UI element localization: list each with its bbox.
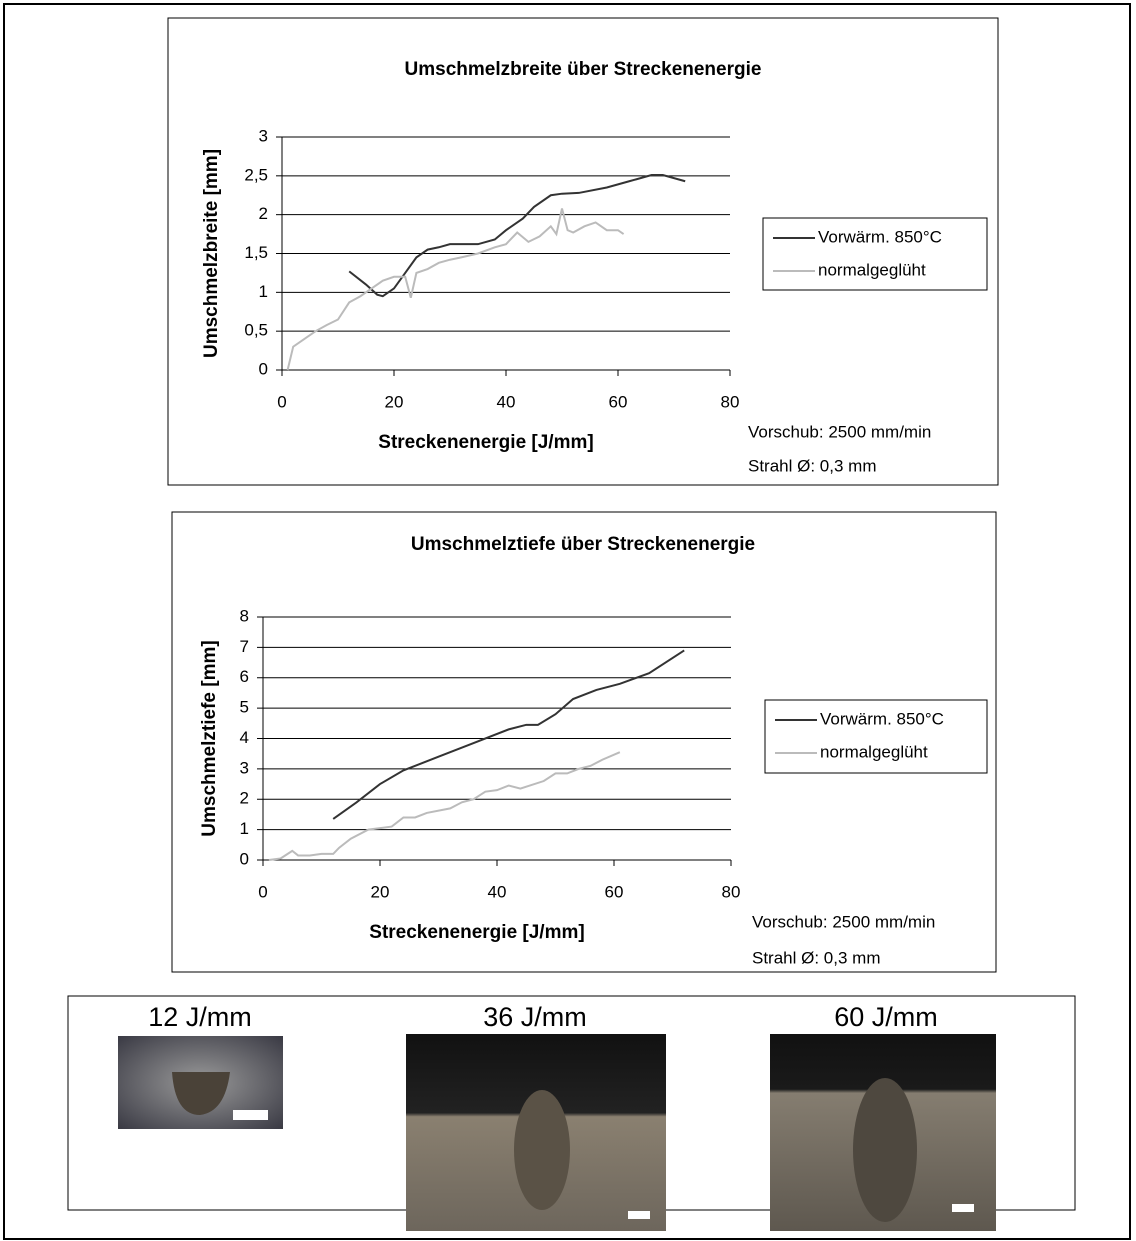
x-tick-label: 0 xyxy=(277,392,286,411)
scale-bar xyxy=(233,1110,268,1120)
y-tick-label: 2 xyxy=(240,789,249,808)
x-tick-label: 40 xyxy=(497,392,516,411)
x-tick-label: 20 xyxy=(385,392,404,411)
y-tick-label: 6 xyxy=(240,667,249,686)
y-tick-label: 7 xyxy=(240,637,249,656)
y-tick-label: 8 xyxy=(240,606,249,625)
y-tick-label: 2,5 xyxy=(244,165,268,184)
legend-label: normalgeglüht xyxy=(820,742,928,761)
annotation: Vorschub: 2500 mm/min xyxy=(752,912,935,931)
x-tick-label: 40 xyxy=(488,882,507,901)
y-tick-label: 2 xyxy=(259,204,268,223)
annotation: Vorschub: 2500 mm/min xyxy=(748,422,931,441)
melt-zone xyxy=(172,1072,230,1115)
scale-bar xyxy=(952,1204,974,1212)
y-tick-label: 5 xyxy=(240,698,249,717)
micrographs: 12 J/mm 36 J/mm 60 J/mm xyxy=(118,1002,996,1231)
x-tick-label: 80 xyxy=(722,882,741,901)
data-line xyxy=(268,751,621,861)
chart-frame xyxy=(167,17,999,486)
melt-zone xyxy=(853,1078,917,1222)
y-tick-label: 3 xyxy=(240,758,249,777)
y-tick-label: 4 xyxy=(240,728,249,747)
page-frame xyxy=(3,3,1131,1240)
x-tick-label: 80 xyxy=(721,392,740,411)
y-tick-label: 0 xyxy=(240,849,249,868)
y-tick-label: 1 xyxy=(259,282,268,301)
scale-bar xyxy=(628,1211,650,1219)
melt-zone xyxy=(514,1090,570,1210)
x-axis-label: Streckenenergie [J/mm] xyxy=(369,922,584,943)
data-line xyxy=(332,649,685,820)
y-tick-label: 1 xyxy=(240,819,249,838)
micrograph-label: 60 J/mm xyxy=(834,1002,938,1032)
x-tick-label: 60 xyxy=(609,392,628,411)
data-line xyxy=(286,208,625,371)
x-tick-label: 20 xyxy=(371,882,390,901)
legend-box xyxy=(764,699,988,774)
legend-box xyxy=(762,217,988,291)
annotation: Strahl Ø: 0,3 mm xyxy=(752,948,880,967)
micrograph-label: 36 J/mm xyxy=(483,1002,587,1032)
data-line xyxy=(348,174,686,298)
chart-frame xyxy=(171,511,997,973)
y-tick-label: 3 xyxy=(259,126,268,145)
y-tick-label: 0,5 xyxy=(244,321,268,340)
legend-label: Vorwärm. 850°C xyxy=(820,709,944,728)
legend-label: Vorwärm. 850°C xyxy=(818,227,942,246)
x-axis-label: Streckenenergie [J/mm] xyxy=(378,432,593,453)
y-tick-label: 0 xyxy=(259,359,268,378)
annotation: Strahl Ø: 0,3 mm xyxy=(748,456,876,475)
legend-label: normalgeglüht xyxy=(818,260,926,279)
x-tick-label: 0 xyxy=(258,882,267,901)
y-tick-label: 1,5 xyxy=(244,243,268,262)
chart-title: Umschmelztiefe über Streckenenergie xyxy=(411,534,755,555)
x-tick-label: 60 xyxy=(605,882,624,901)
micrograph-label: 12 J/mm xyxy=(148,1002,252,1032)
y-axis-label: Umschmelztiefe [mm] xyxy=(199,640,220,836)
chart-title: Umschmelzbreite über Streckenenergie xyxy=(405,59,762,80)
y-axis-label: Umschmelzbreite [mm] xyxy=(201,149,222,358)
